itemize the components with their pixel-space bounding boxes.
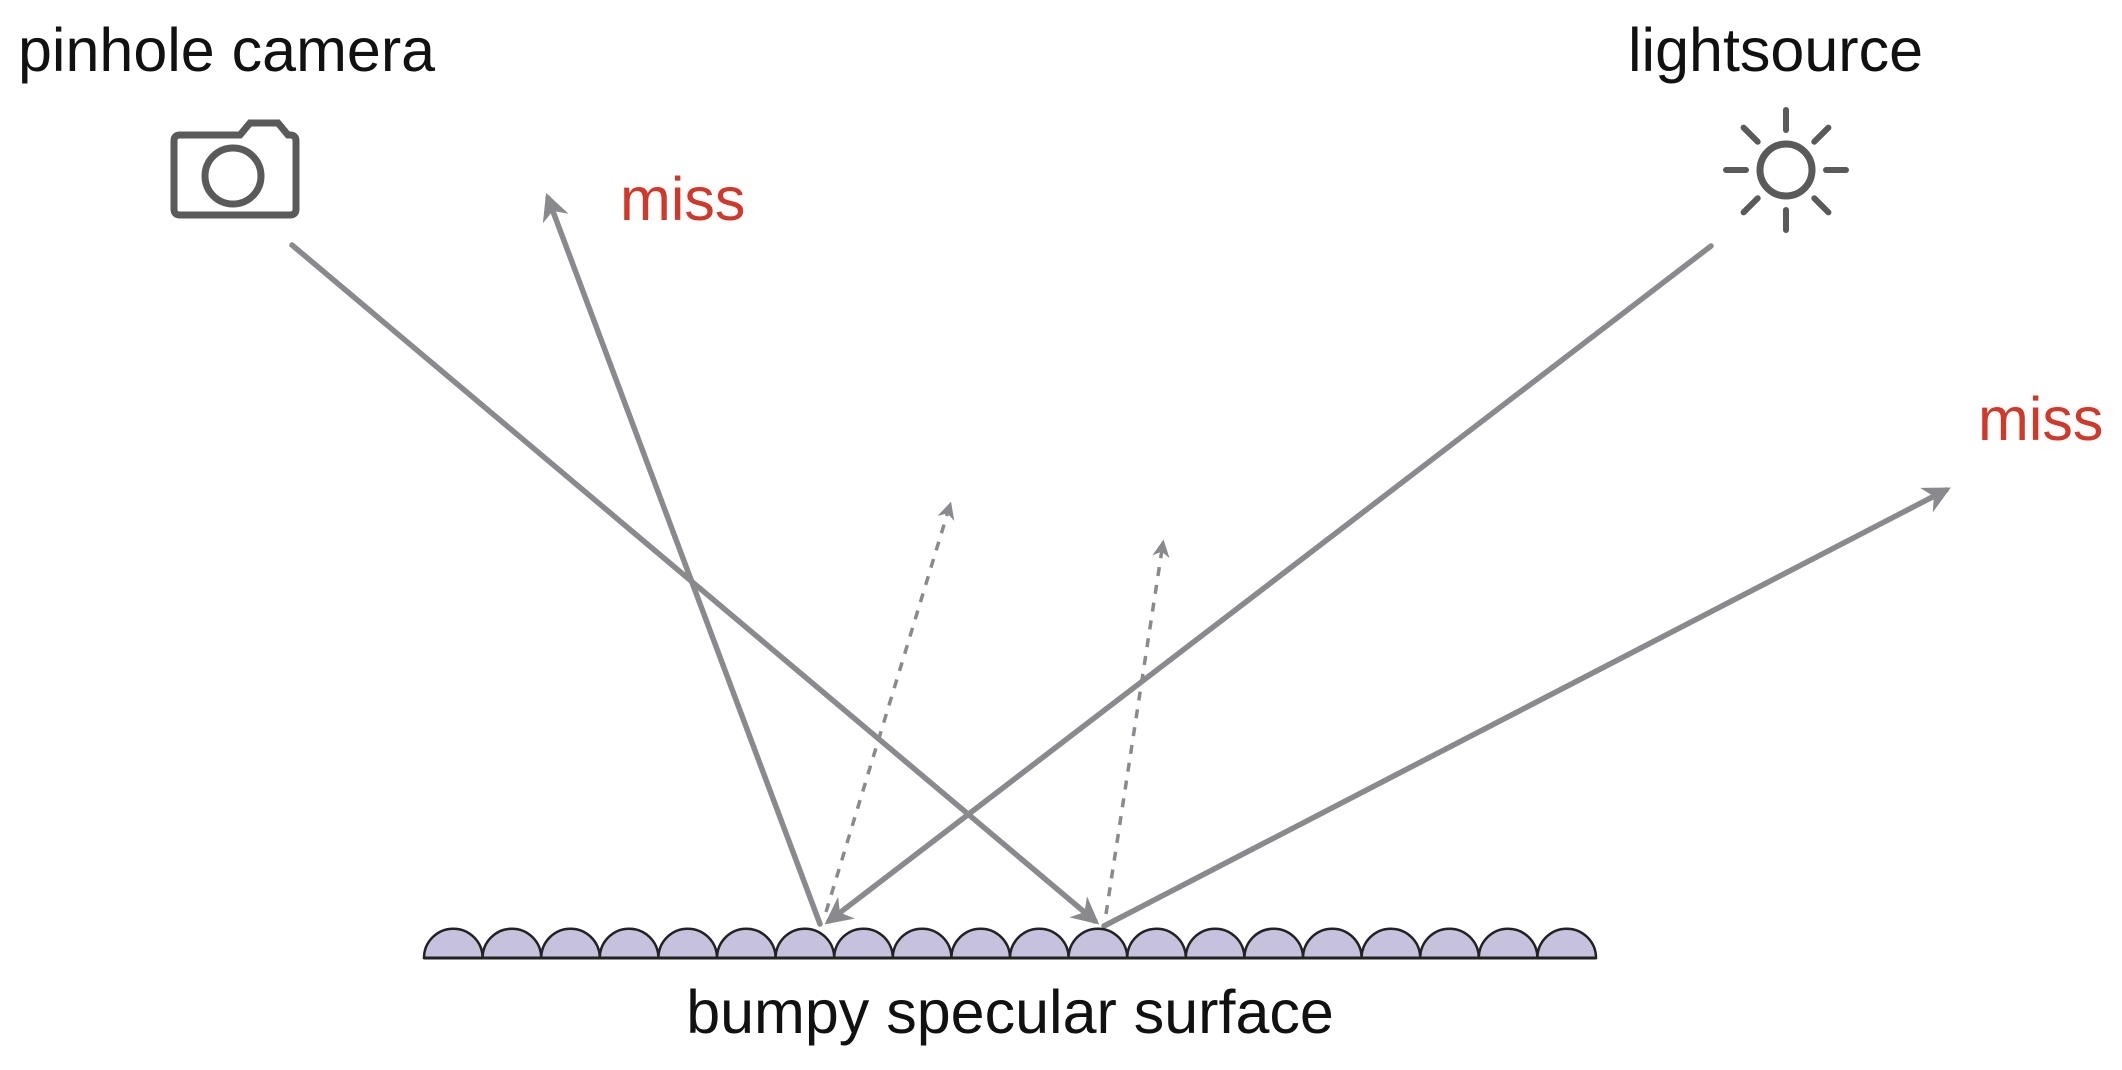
sun-ray bbox=[1811, 195, 1832, 216]
camera-label: pinhole camera bbox=[18, 16, 435, 84]
miss-label-right: miss bbox=[1978, 385, 2103, 453]
surface-bump bbox=[657, 927, 719, 960]
surface-bump bbox=[1418, 927, 1481, 960]
surface-bump bbox=[891, 927, 953, 960]
surface-bump bbox=[715, 927, 777, 960]
surface-bump bbox=[832, 927, 895, 960]
bumpy-surface bbox=[422, 927, 1598, 960]
surface-bump bbox=[1067, 927, 1129, 960]
surface-bump bbox=[1536, 927, 1598, 960]
surface-bump bbox=[1184, 927, 1246, 960]
surface-bump bbox=[1301, 927, 1363, 960]
sun-ray bbox=[1740, 124, 1761, 145]
camera-body bbox=[170, 119, 300, 219]
surface-bump bbox=[1243, 927, 1305, 960]
reflection-miss-left bbox=[542, 192, 823, 927]
sun-core bbox=[1756, 140, 1816, 200]
lightsource-label: lightsource bbox=[1628, 16, 1923, 84]
sun-ray bbox=[1740, 195, 1761, 216]
miss-label-left: miss bbox=[620, 165, 745, 233]
surface-bump bbox=[1360, 927, 1422, 960]
surface-bump bbox=[598, 927, 660, 960]
surface-bump bbox=[1477, 927, 1539, 960]
sun-ray bbox=[1811, 124, 1832, 145]
surface-bump bbox=[774, 927, 836, 960]
light-ray bbox=[824, 243, 1714, 925]
surface-bump bbox=[481, 927, 543, 960]
rays bbox=[289, 192, 1951, 929]
reflection-miss-right bbox=[1101, 487, 1951, 929]
dashed-normal-right bbox=[1104, 539, 1170, 915]
surface-bump bbox=[422, 927, 484, 960]
camera-lens bbox=[201, 144, 265, 208]
sun-rays bbox=[1723, 107, 1849, 233]
surface-bump bbox=[1125, 927, 1188, 960]
surface-label: bumpy specular surface bbox=[686, 978, 1334, 1046]
surface-bump bbox=[539, 927, 602, 960]
surface-bump bbox=[950, 927, 1012, 960]
surface-bump bbox=[1008, 927, 1070, 960]
sun-icon bbox=[1723, 107, 1849, 233]
camera-icon bbox=[170, 119, 300, 219]
